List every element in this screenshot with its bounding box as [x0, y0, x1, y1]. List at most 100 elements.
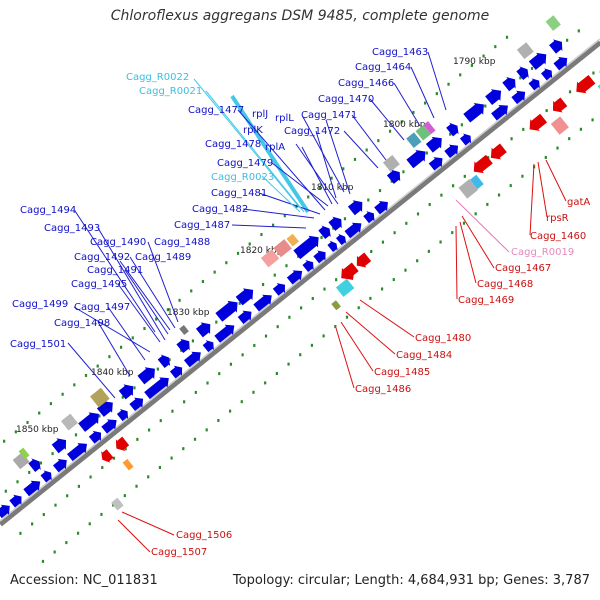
reverse-gene-arrow — [356, 252, 372, 268]
leader-line — [97, 227, 166, 341]
kbp-tick — [380, 287, 384, 291]
kbp-tick — [377, 139, 380, 143]
gene-box — [382, 154, 400, 172]
kbp-tick — [272, 223, 275, 227]
kbp-tick — [264, 334, 268, 338]
kbp-tick — [205, 428, 208, 432]
reverse-gene-arrow — [115, 436, 130, 451]
kbp-tick — [156, 367, 159, 371]
gene-box — [458, 178, 479, 199]
leader-line — [258, 192, 321, 215]
gene-label: Cagg_1485 — [374, 367, 430, 378]
kbp-tick — [425, 151, 428, 155]
kbp-labels: 1790 kbp 1800 kbp 1810 kbp 1820 kbp 1830… — [16, 57, 496, 435]
leader-line — [97, 321, 131, 377]
kbp-tick — [299, 353, 302, 357]
kbp-tick — [54, 503, 57, 507]
kbp-tick — [206, 381, 209, 385]
leader-line — [335, 327, 355, 389]
kbp-tick — [260, 233, 263, 237]
leader-line — [345, 311, 396, 355]
forward-gene-arrow — [9, 494, 22, 508]
kbp-tick — [370, 250, 373, 254]
forward-gene-arrow — [347, 200, 363, 216]
forward-gene-arrow — [235, 288, 254, 306]
forward-gene-arrow — [528, 52, 547, 70]
forward-gene-arrow — [214, 324, 235, 343]
forward-gene-arrow — [286, 270, 303, 285]
gene-box — [470, 174, 484, 190]
reverse-gene-arrow — [576, 74, 596, 94]
gene-label: rplA — [265, 142, 285, 153]
kbp-tick — [89, 475, 92, 479]
gene-box — [335, 278, 355, 297]
kbp-tick — [124, 447, 127, 451]
forward-gene-arrow — [52, 459, 67, 473]
gene-label: Cagg_1470 — [318, 94, 374, 105]
kbp-tick — [460, 123, 463, 127]
kbp-tick — [19, 531, 22, 535]
kbp-tick — [568, 90, 572, 94]
forward-gene-arrow — [215, 300, 238, 322]
kbp-tick — [183, 400, 186, 404]
forward-gene-arrow — [313, 250, 326, 264]
forward-gene-arrow — [101, 419, 117, 434]
kbp-tick — [133, 386, 136, 390]
leader-line — [455, 199, 510, 253]
forward-gene-arrow — [446, 122, 459, 137]
kbp-tick — [405, 221, 408, 225]
gene-box — [111, 497, 124, 511]
forward-gene-arrow — [96, 401, 113, 417]
kbp-tick — [96, 364, 99, 368]
leader-line — [393, 82, 421, 127]
forward-gene-arrow — [374, 200, 388, 215]
kbp-tick — [31, 522, 34, 526]
leader-line — [459, 221, 477, 284]
kbp-tick — [451, 231, 454, 235]
rna-feature — [230, 94, 310, 214]
kbp-tick — [416, 212, 420, 216]
kbp-tick — [131, 336, 134, 340]
gene-label: rpsR — [546, 213, 569, 224]
kbp-tick — [320, 236, 323, 240]
leader-line — [369, 98, 405, 141]
kbp-tick — [193, 437, 197, 441]
kbp-tick — [416, 259, 419, 263]
leader-line — [121, 511, 175, 536]
forward-gene-arrow — [183, 351, 201, 368]
kbp-tick — [98, 414, 101, 418]
gene-label: Cagg_1463 — [372, 47, 428, 58]
leader-line — [67, 342, 116, 399]
forward-gene-arrow — [23, 480, 41, 497]
gene-label: Cagg_1477 — [188, 105, 244, 116]
reverse-gene-arrow — [490, 143, 507, 160]
kbp-tick — [285, 264, 288, 268]
kbp-tick — [51, 452, 54, 456]
kbp-tick — [428, 203, 431, 207]
forward-gene-arrow — [549, 39, 563, 54]
rna-label: Cagg_R0021 — [139, 86, 202, 97]
kbp-tick — [435, 92, 438, 96]
kbp-tick — [544, 155, 547, 159]
leader-line — [351, 114, 387, 161]
kbp-tick — [474, 212, 477, 216]
kbp-tick — [440, 193, 443, 197]
gene-box — [331, 300, 341, 311]
kbp-tick — [39, 461, 42, 465]
leader-line — [271, 162, 329, 207]
forward-gene-arrow — [176, 338, 190, 354]
kbp-tick — [218, 372, 221, 376]
leader-line — [340, 321, 374, 372]
gene-label: rplL — [275, 113, 294, 124]
kbp-tick — [26, 420, 29, 424]
leader-line — [545, 159, 567, 202]
kbp-tick — [135, 484, 138, 488]
gene-label: Cagg_1482 — [192, 204, 248, 215]
kbp-tick — [353, 157, 357, 161]
forward-gene-arrow — [293, 235, 319, 260]
gene-box — [415, 124, 431, 141]
kbp-tick — [158, 465, 162, 469]
kbp-tick — [342, 167, 345, 171]
kbp-tick — [311, 296, 314, 300]
